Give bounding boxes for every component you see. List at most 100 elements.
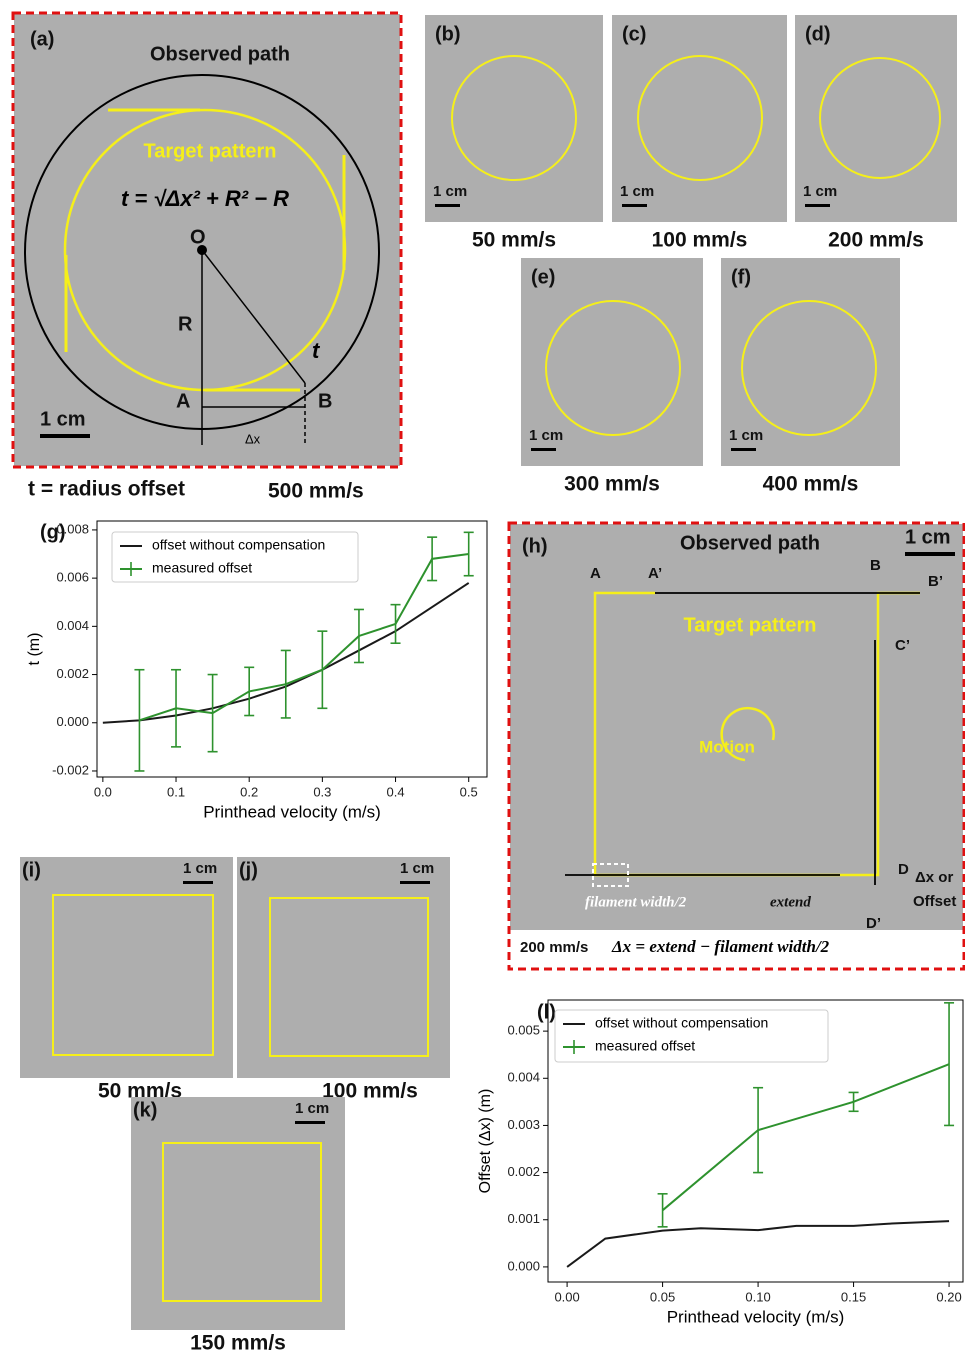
- scale-bar: [531, 448, 556, 451]
- legend: offset without compensation measured offs…: [555, 1010, 828, 1062]
- x-tick-label: 0.00: [554, 1289, 579, 1304]
- speed: 50 mm/s: [472, 229, 556, 252]
- x-tick-label: 0.05: [650, 1289, 675, 1304]
- speed: 400 mm/s: [763, 473, 859, 496]
- observed-label: Observed path: [680, 532, 820, 554]
- scale-bar: [435, 204, 460, 207]
- scale-label: 1 cm: [905, 526, 951, 548]
- x-tick-label: 0.20: [936, 1289, 961, 1304]
- speed: 500 mm/s: [268, 480, 364, 503]
- panel-label: (j): [239, 859, 258, 881]
- speed: 150 mm/s: [190, 1332, 286, 1354]
- y-tick-label: 0.003: [507, 1117, 540, 1132]
- panel-label: (g): [40, 521, 66, 543]
- scale-bar: [400, 881, 430, 884]
- point-b: B: [870, 557, 881, 574]
- x-tick-label: 0.10: [745, 1289, 770, 1304]
- r-label: R: [178, 313, 193, 335]
- panels-bf: (b) 1 cm 50 mm/s (c) 1 cm 100 mm/s (d) 1 cm 200 …: [425, 15, 957, 496]
- legend-label: offset without compensation: [152, 537, 325, 553]
- scale-bar: [183, 881, 213, 884]
- target-label: Target pattern: [684, 614, 817, 636]
- offset-label: Offset: [913, 893, 956, 910]
- legend: offset without compensation measured offs…: [112, 532, 358, 582]
- formula: Δx = extend − filament width/2: [611, 937, 830, 956]
- point-d2: D’: [866, 915, 881, 932]
- x-axis-label: Printhead velocity (m/s): [667, 1307, 845, 1326]
- point-a: A: [176, 390, 190, 412]
- scale-label: 1 cm: [400, 860, 434, 877]
- point-c2: C’: [895, 637, 910, 654]
- y-tick-label: 0.004: [56, 618, 89, 633]
- panel-label: (e): [531, 266, 555, 288]
- photo: [237, 857, 450, 1078]
- x-tick-label: 0.5: [460, 784, 478, 799]
- point-a2: A’: [648, 565, 662, 582]
- scale-label: 1 cm: [729, 427, 763, 444]
- photo: [20, 857, 233, 1078]
- scale-label: 1 cm: [529, 427, 563, 444]
- point-o: O: [190, 226, 206, 248]
- point-a: A: [590, 565, 601, 582]
- panel-label: (k): [133, 1099, 157, 1121]
- y-tick-label: 0.004: [507, 1070, 540, 1085]
- extend-label: extend: [770, 894, 811, 910]
- photo: [510, 524, 963, 930]
- dx-label: Δx: [245, 431, 261, 446]
- x-tick-label: 0.2: [240, 784, 258, 799]
- x-tick-label: 0.3: [313, 784, 331, 799]
- legend-label: offset without compensation: [595, 1015, 768, 1031]
- panel-label: (a): [30, 28, 54, 50]
- point-b2: B’: [928, 573, 943, 590]
- x-tick-label: 0.4: [386, 784, 404, 799]
- y-axis-label: t (m): [26, 633, 43, 666]
- panel-label: (h): [522, 535, 548, 557]
- target-label: Target pattern: [144, 140, 277, 162]
- scale-bar: [805, 204, 830, 207]
- y-axis-label: Offset (Δx) (m): [477, 1089, 494, 1194]
- point-b: B: [318, 390, 332, 412]
- point-d: D: [898, 861, 909, 878]
- panel-label: (i): [22, 859, 41, 881]
- scale-bar: [731, 448, 756, 451]
- scale-label: 1 cm: [183, 860, 217, 877]
- scale-label: 1 cm: [620, 183, 654, 200]
- panel-label: (b): [435, 23, 461, 45]
- speed: 200 mm/s: [520, 939, 588, 956]
- y-tick-label: 0.001: [507, 1211, 540, 1226]
- dx-or: Δx or: [915, 869, 953, 886]
- x-tick-label: 0.15: [841, 1289, 866, 1304]
- scale-bar: [905, 552, 955, 556]
- speed: 200 mm/s: [828, 229, 924, 252]
- speed: 300 mm/s: [564, 473, 660, 496]
- scale-bar: [40, 434, 90, 438]
- y-tick-label: 0.006: [56, 570, 89, 585]
- scale-label: 1 cm: [803, 183, 837, 200]
- panel-label: (f): [731, 266, 751, 288]
- motion-label: Motion: [699, 737, 755, 756]
- panel-label: (l): [537, 1001, 556, 1023]
- panel-label: (d): [805, 23, 831, 45]
- figure: (a) Observed path Target pattern t = √Δx…: [0, 0, 965, 1354]
- y-tick-label: 0.005: [507, 1023, 540, 1038]
- y-tick-label: 0.000: [56, 714, 89, 729]
- scale-label: 1 cm: [295, 1100, 329, 1117]
- formula: t = √Δx² + R² − R: [121, 186, 289, 211]
- x-tick-label: 0.1: [167, 784, 185, 799]
- y-tick-label: 0.002: [56, 666, 89, 681]
- y-tick-label: -0.002: [52, 762, 89, 777]
- photo: [14, 14, 400, 466]
- speed: 100 mm/s: [652, 229, 748, 252]
- y-tick-label: 0.002: [507, 1164, 540, 1179]
- x-axis-label: Printhead velocity (m/s): [203, 802, 381, 821]
- panel-label: (c): [622, 23, 646, 45]
- scale-bar: [295, 1121, 325, 1124]
- legend-label: measured offset: [595, 1038, 695, 1054]
- x-tick-label: 0.0: [94, 784, 112, 799]
- scale-bar: [622, 204, 647, 207]
- scale-label: 1 cm: [40, 408, 86, 430]
- caption: t = radius offset: [28, 478, 185, 501]
- observed-label: Observed path: [150, 43, 290, 65]
- legend-label: measured offset: [152, 560, 252, 576]
